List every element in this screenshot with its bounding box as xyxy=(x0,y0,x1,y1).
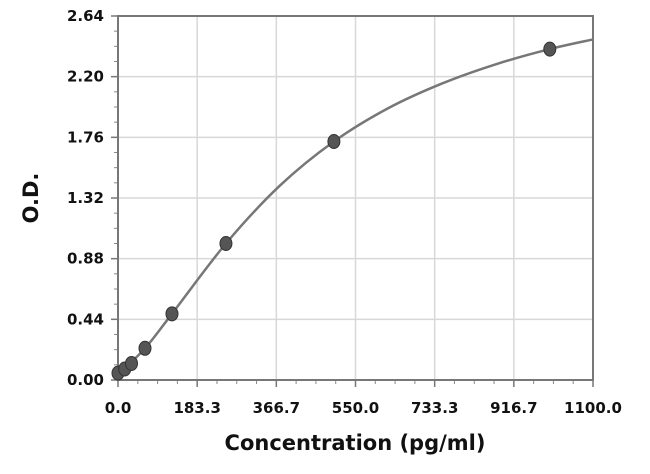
data-point xyxy=(165,306,179,322)
x-tick-labels: 0.0 183.3 366.7 550.0 733.3 916.7 1100.0 xyxy=(105,399,622,417)
y-axis-title: O.D. xyxy=(19,173,43,224)
x-axis-title: Concentration (pg/ml) xyxy=(225,431,486,455)
data-point xyxy=(124,355,138,371)
x-tick-label: 916.7 xyxy=(490,399,537,417)
data-point xyxy=(138,340,152,356)
x-tick-label: 550.0 xyxy=(332,399,379,417)
y-tick-label: 0.88 xyxy=(67,250,104,268)
data-points xyxy=(111,41,557,381)
y-tick-label: 1.32 xyxy=(67,189,104,207)
x-tick-label: 366.7 xyxy=(253,399,300,417)
data-point xyxy=(543,41,557,57)
plot-frame xyxy=(117,15,594,381)
y-tick-label: 0.44 xyxy=(67,310,104,328)
y-tick-label: 1.76 xyxy=(67,128,104,146)
x-tick-label: 183.3 xyxy=(173,399,220,417)
x-tick-label: 0.0 xyxy=(105,399,132,417)
y-tick-label: 2.64 xyxy=(67,7,104,25)
y-tick-label: 2.20 xyxy=(67,68,104,86)
data-point xyxy=(219,236,233,251)
data-point xyxy=(327,133,341,149)
grid xyxy=(118,16,593,380)
y-tick-labels: 0.00 0.44 0.88 1.32 1.76 2.20 2.64 xyxy=(67,7,104,389)
x-tick-label: 1100.0 xyxy=(564,399,622,417)
y-tick-label: 0.00 xyxy=(67,371,104,389)
x-tick-label: 733.3 xyxy=(411,399,458,417)
fit-curve xyxy=(117,38,594,376)
minor-ticks xyxy=(111,15,594,387)
